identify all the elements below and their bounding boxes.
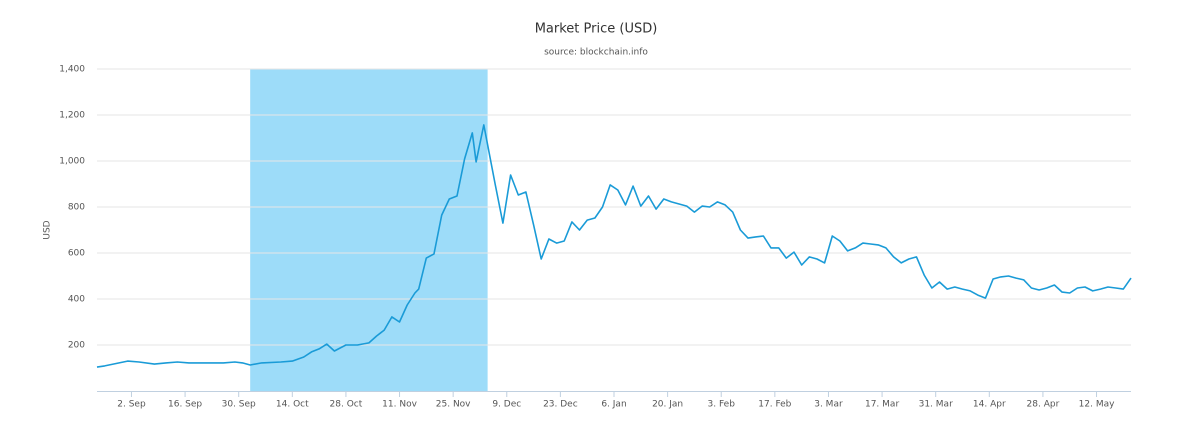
chart-title: Market Price (USD): [535, 22, 658, 37]
x-tick-label: 31. Mar: [919, 400, 953, 410]
price-line: [96, 124, 1132, 368]
x-tick-label: 16. Sep: [168, 400, 202, 410]
chart-subtitle: source: blockchain.info: [544, 48, 648, 58]
x-tick-label: 3. Mar: [814, 400, 843, 410]
x-tick-label: 2. Sep: [117, 400, 146, 410]
x-tick-label: 23. Dec: [543, 400, 578, 410]
y-tick-label: 200: [68, 341, 85, 351]
x-tick-label: 17. Feb: [758, 400, 791, 410]
y-tick-label: 800: [68, 203, 85, 213]
x-tick-label: 12. May: [1079, 400, 1115, 410]
y-tick-label: 1,200: [59, 111, 85, 121]
x-tick-label: 9. Dec: [492, 400, 521, 410]
x-tick-label: 14. Oct: [276, 400, 309, 410]
x-tick-label: 30. Sep: [222, 400, 256, 410]
y-axis-label: USD: [43, 220, 53, 239]
y-tick-label: 1,000: [59, 157, 85, 167]
x-tick-label: 28. Oct: [330, 400, 363, 410]
x-tick-label: 14. Apr: [973, 400, 1006, 410]
y-tick-label: 1,400: [59, 65, 85, 75]
x-tick-label: 28. Apr: [1027, 400, 1060, 410]
x-tick-label: 20. Jan: [652, 400, 683, 410]
x-tick-label: 17. Mar: [865, 400, 899, 410]
x-tick-label: 25. Nov: [436, 400, 471, 410]
highlight-band: [250, 69, 488, 391]
y-tick-label: 400: [68, 295, 85, 305]
x-tick-label: 11. Nov: [382, 400, 417, 410]
x-tick-label: 3. Feb: [708, 400, 736, 410]
y-tick-label: 600: [68, 249, 85, 259]
x-tick-label: 6. Jan: [601, 400, 626, 410]
